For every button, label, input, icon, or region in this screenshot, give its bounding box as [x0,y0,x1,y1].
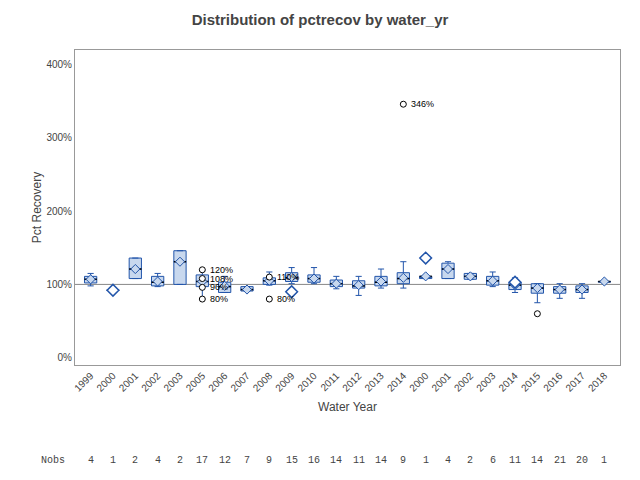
svg-text:2002: 2002 [452,370,476,394]
svg-text:2010: 2010 [295,370,319,394]
svg-text:6: 6 [490,455,496,466]
svg-text:2007: 2007 [228,370,252,394]
svg-text:2003: 2003 [474,370,498,394]
svg-text:2002: 2002 [139,370,163,394]
svg-text:80%: 80% [210,294,228,304]
svg-text:14: 14 [375,455,387,466]
svg-text:2000: 2000 [407,370,431,394]
svg-text:2001: 2001 [429,370,453,394]
svg-text:2: 2 [177,455,183,466]
svg-text:4: 4 [155,455,161,466]
svg-text:16: 16 [308,455,320,466]
svg-text:1: 1 [110,455,116,466]
svg-text:2005: 2005 [184,370,208,394]
svg-text:9: 9 [266,455,272,466]
svg-text:11: 11 [353,455,365,466]
svg-text:100%: 100% [46,279,72,290]
svg-text:7: 7 [244,455,250,466]
svg-text:15: 15 [286,455,298,466]
svg-text:2018: 2018 [586,370,610,394]
svg-text:11: 11 [509,455,521,466]
svg-text:2013: 2013 [362,370,386,394]
svg-text:Water Year: Water Year [318,400,377,414]
svg-text:2017: 2017 [563,370,587,394]
svg-text:2001: 2001 [117,370,141,394]
svg-text:1: 1 [601,455,607,466]
svg-text:Nobs: Nobs [41,455,65,466]
svg-text:2: 2 [467,455,473,466]
svg-text:Distribution of pctrecov by wa: Distribution of pctrecov by water_yr [192,11,449,28]
svg-text:300%: 300% [46,132,72,143]
svg-text:400%: 400% [46,59,72,70]
svg-text:2011: 2011 [318,370,341,393]
svg-text:21: 21 [554,455,566,466]
svg-text:1: 1 [423,455,429,466]
svg-text:14: 14 [330,455,342,466]
svg-text:4: 4 [445,455,451,466]
svg-text:14: 14 [531,455,543,466]
svg-text:2003: 2003 [161,370,185,394]
svg-text:2006: 2006 [206,370,230,394]
svg-text:2008: 2008 [251,370,275,394]
svg-text:17: 17 [196,455,208,466]
svg-text:110%: 110% [277,272,299,282]
svg-text:2014: 2014 [385,370,409,394]
svg-text:Pct Recovery: Pct Recovery [30,172,44,243]
svg-text:2: 2 [132,455,138,466]
svg-text:2012: 2012 [340,370,364,394]
svg-text:120%: 120% [210,265,233,275]
svg-text:2009: 2009 [273,370,297,394]
svg-text:20: 20 [576,455,588,466]
svg-text:2014: 2014 [496,370,520,394]
svg-text:2015: 2015 [519,370,543,394]
svg-text:80%: 80% [277,294,295,304]
svg-text:1999: 1999 [72,370,96,394]
svg-text:200%: 200% [46,206,72,217]
svg-text:96%: 96% [210,282,228,292]
svg-text:346%: 346% [411,99,434,109]
svg-text:9: 9 [400,455,406,466]
svg-text:0%: 0% [58,352,73,363]
svg-text:2000: 2000 [94,370,118,394]
svg-text:108%: 108% [210,274,233,284]
svg-text:2016: 2016 [541,370,565,394]
svg-text:12: 12 [219,455,231,466]
svg-text:4: 4 [88,455,94,466]
